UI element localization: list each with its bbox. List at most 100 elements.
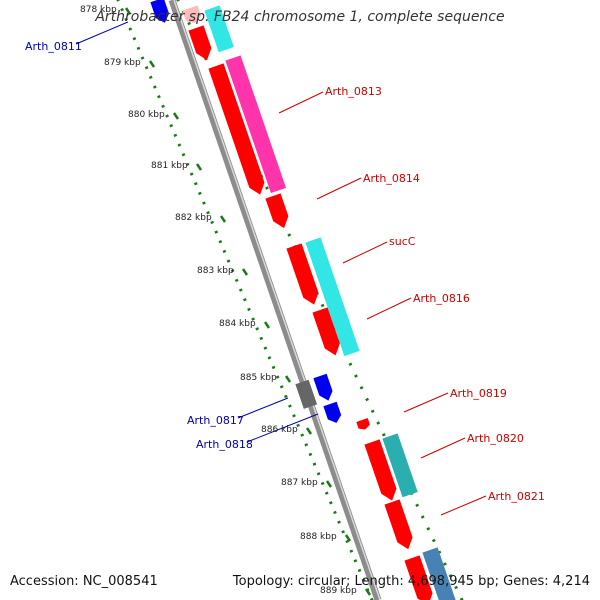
inner-ruler-dot — [169, 124, 174, 128]
ruler-label: 885 kbp — [240, 373, 277, 383]
ruler-label: 881 kbp — [151, 161, 188, 171]
label-leader-line — [246, 413, 319, 443]
gene-label: Arth_0811 — [25, 40, 82, 53]
outer-ruler-dot — [420, 515, 425, 519]
forward-cds-arrow — [312, 307, 340, 356]
inner-ruler-dot — [189, 172, 194, 176]
gene-labels: Arth_0811 Arth_0813 Arth_0814 sucC Arth_0816… — [25, 40, 545, 503]
cog-bar — [225, 55, 287, 194]
forward-cds-arrow — [404, 555, 433, 600]
ruler-major-tick — [284, 375, 292, 383]
inner-ruler-dot — [173, 133, 178, 138]
outer-ruler-dot — [415, 503, 420, 507]
inner-ruler-dot — [316, 472, 321, 476]
forward-cds-arrow — [286, 243, 319, 305]
gene-label: Arth_0814 — [363, 172, 420, 185]
inner-ruler-dot — [214, 230, 219, 234]
inner-ruler-dot — [116, 0, 120, 2]
forward-cds-arrow — [182, 5, 202, 24]
inner-ruler-dot — [300, 433, 305, 437]
ruler-major-tick — [305, 427, 313, 435]
ruler-major-tick — [172, 112, 180, 120]
ruler-label: 887 kbp — [281, 478, 318, 488]
inner-ruler-dot — [165, 114, 169, 118]
inner-ruler-dot — [144, 65, 149, 70]
inner-ruler-dot — [275, 375, 280, 379]
outer-ruler-dot — [454, 585, 458, 590]
forward-cds-arrow — [384, 499, 413, 550]
label-leader-line — [75, 21, 129, 45]
label-leader-line — [440, 495, 487, 516]
ruler-label: 886 kbp — [261, 425, 298, 435]
gene-label: Arth_0817 — [187, 414, 244, 427]
inner-ruler-dot — [255, 327, 260, 331]
inner-ruler-dot — [185, 162, 190, 167]
inner-ruler-dot — [226, 259, 231, 263]
inner-ruler-dot — [324, 491, 329, 495]
ruler-label: 883 kbp — [197, 266, 234, 276]
inner-ruler-dot — [259, 336, 264, 341]
ruler-major-tick — [325, 480, 333, 488]
ruler-label: 880 kbp — [128, 110, 165, 120]
ruler-major-tick — [344, 534, 352, 542]
outer-ruler-dot — [320, 303, 325, 308]
inner-ruler-dot — [238, 288, 243, 292]
chromosome-backbone — [168, 0, 382, 600]
outer-ruler-dot — [437, 550, 442, 554]
inner-ruler-dot — [128, 27, 133, 31]
backbone-highlight — [173, 0, 381, 600]
inner-ruler-dot — [341, 530, 345, 534]
summary-text: Topology: circular; Length: 4,698,945 bp… — [232, 574, 590, 589]
ruler-label: 884 kbp — [219, 319, 256, 329]
inner-ruler-dot — [251, 317, 255, 321]
inner-ruler-dot — [361, 578, 366, 582]
forward-cds-arrow — [364, 439, 397, 501]
ruler-label: 889 kbp — [320, 586, 357, 596]
outer-ruler-dot — [381, 433, 386, 437]
ruler-ticks — [116, 0, 464, 600]
inner-ruler-dot — [271, 365, 276, 370]
outer-ruler-dot — [359, 386, 364, 390]
inner-ruler-dot — [292, 414, 296, 418]
outer-ruler-dot — [448, 574, 453, 578]
inner-ruler-dot — [177, 143, 182, 147]
ruler-major-tick — [263, 321, 271, 329]
outer-ruler-dot — [176, 0, 180, 2]
outer-ruler-dot — [187, 21, 191, 26]
inner-ruler-dot — [198, 191, 202, 196]
inner-ruler-dot — [157, 95, 161, 99]
inner-ruler-dot — [337, 520, 341, 524]
inner-ruler-dot — [132, 36, 137, 41]
label-leader-line — [237, 397, 289, 419]
ruler-major-tick — [219, 215, 227, 223]
inner-ruler-dot — [279, 385, 284, 389]
ruler-label: 879 kbp — [104, 58, 141, 68]
outer-ruler-dot — [354, 374, 358, 378]
forward-cds-arrow — [188, 25, 212, 61]
ruler-labels: 878 kbp 879 kbp 880 kbp 881 kbp 882 kbp 883 k… — [80, 5, 357, 596]
gray-gene — [295, 379, 318, 409]
inner-ruler-dot — [140, 56, 145, 60]
cog-bar — [204, 5, 234, 53]
ruler-label: 888 kbp — [300, 532, 337, 542]
gene-label: Arth_0813 — [325, 85, 382, 98]
inner-ruler-dot — [329, 501, 333, 505]
inner-ruler-dot — [124, 17, 129, 22]
inner-ruler-dot — [369, 597, 374, 600]
map-title: Arthrobacter sp. FB24 chromosome 1, comp… — [95, 9, 505, 25]
accession-text: Accession: NC_008541 — [10, 574, 158, 589]
label-leader-line — [316, 177, 362, 200]
outer-ruler-dot — [287, 233, 292, 237]
outer-ruler-dot — [426, 527, 431, 531]
outer-ruler-dot — [348, 362, 353, 366]
gene-label: Arth_0821 — [488, 490, 545, 503]
outer-ruler-dot — [265, 186, 269, 190]
reverse-cds-arrow — [313, 373, 333, 401]
inner-ruler-dot — [202, 201, 206, 205]
cog-bar — [422, 547, 456, 600]
gene-features — [150, 0, 456, 600]
forward-cds-arrow — [265, 193, 289, 229]
label-leader-line — [278, 91, 324, 114]
inner-ruler-dot — [222, 249, 227, 254]
